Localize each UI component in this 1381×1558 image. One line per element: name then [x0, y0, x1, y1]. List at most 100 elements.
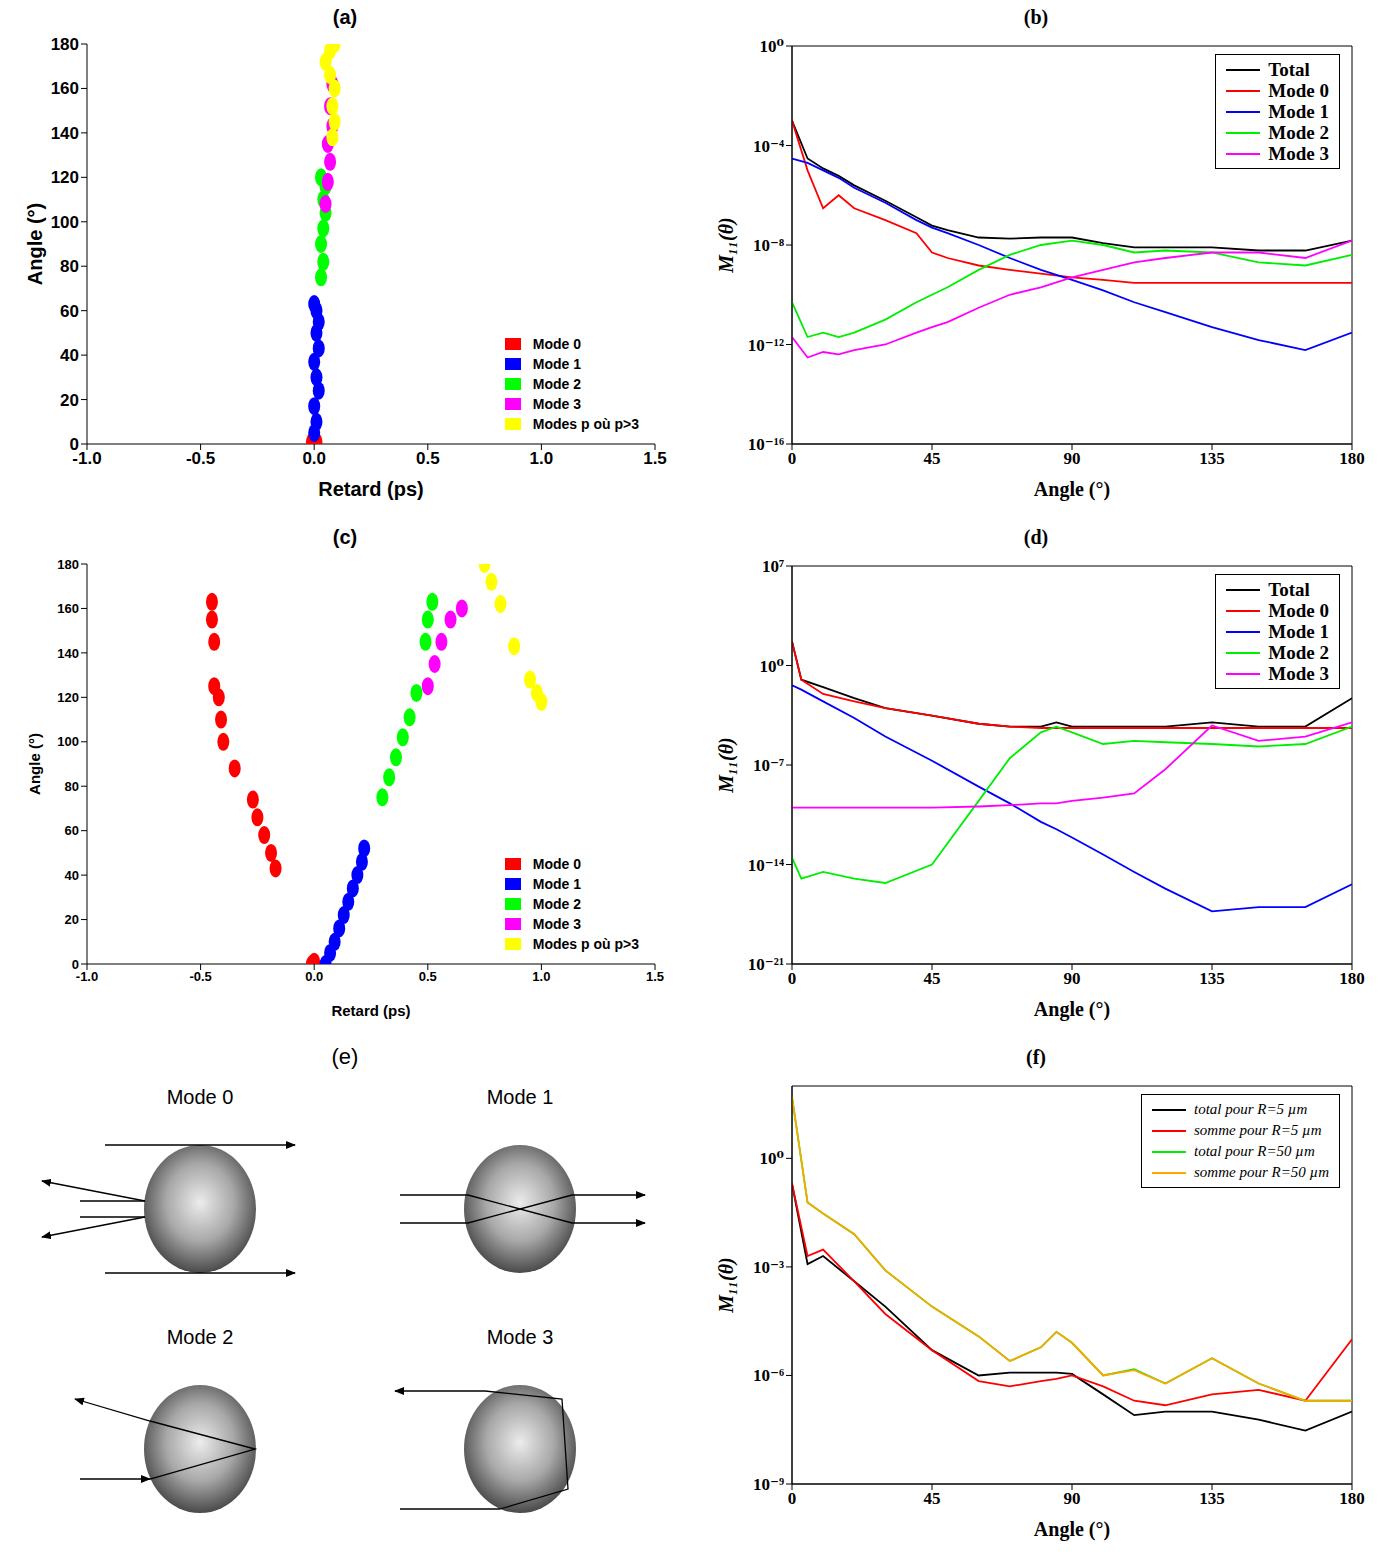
svg-text:180: 180 — [1339, 449, 1365, 468]
svg-text:0: 0 — [788, 969, 797, 988]
svg-text:100: 100 — [51, 213, 79, 232]
html-text:(e): (e) — [331, 1044, 359, 1069]
svg-text:0: 0 — [788, 1489, 797, 1508]
html-text:Mode 1: Mode 1 — [532, 356, 581, 372]
html-text:Mode 2: Mode 2 — [532, 376, 581, 392]
svg-text:10⁻⁴: 10⁻⁴ — [753, 137, 784, 156]
svg-text:0: 0 — [72, 957, 79, 972]
svg-text:Mode 2: Mode 2 — [167, 1326, 234, 1348]
svg-text:60: 60 — [60, 302, 79, 321]
svg-text:10⁻¹²: 10⁻¹² — [748, 336, 784, 355]
html-text:(a): (a) — [332, 6, 358, 28]
svg-text:0: 0 — [70, 435, 79, 454]
svg-text:-1.0: -1.0 — [72, 449, 102, 469]
svg-text:135: 135 — [1199, 1489, 1225, 1508]
svg-text:10⁻¹⁶: 10⁻¹⁶ — [748, 435, 784, 454]
svg-text:Mode 1: Mode 1 — [487, 1086, 554, 1108]
html-text:Mode 0: Mode 0 — [1268, 79, 1329, 101]
svg-text:Retard (ps): Retard (ps) — [331, 1002, 410, 1019]
svg-text:1.5: 1.5 — [643, 449, 667, 468]
svg-text:160: 160 — [51, 79, 79, 98]
svg-text:1.0: 1.0 — [532, 969, 550, 984]
svg-text:Angle (°): Angle (°) — [1034, 998, 1110, 1021]
svg-text:45: 45 — [924, 969, 941, 988]
svg-text:M₁₁(θ): M₁₁(θ) — [715, 217, 738, 273]
html-text:Mode 3: Mode 3 — [1268, 142, 1329, 164]
svg-text:80: 80 — [60, 257, 79, 276]
html-text:Mode 2: Mode 2 — [1268, 121, 1329, 143]
svg-text:Mode 0: Mode 0 — [167, 1086, 234, 1108]
svg-text:Retard (ps): Retard (ps) — [318, 478, 424, 500]
svg-text:120: 120 — [51, 168, 79, 187]
svg-text:160: 160 — [57, 601, 79, 616]
svg-text:Angle (°): Angle (°) — [24, 203, 46, 285]
svg-text:120: 120 — [57, 690, 79, 705]
html-text:Total: Total — [1268, 58, 1310, 80]
svg-text:135: 135 — [1199, 449, 1225, 468]
html-text:Mode 1: Mode 1 — [532, 876, 581, 892]
svg-text:10⁻³: 10⁻³ — [753, 1258, 784, 1277]
svg-text:20: 20 — [65, 912, 79, 927]
svg-text:0.0: 0.0 — [305, 969, 323, 984]
html-text:Mode 2: Mode 2 — [532, 896, 581, 912]
svg-text:20: 20 — [60, 391, 79, 410]
svg-text:10⁷: 10⁷ — [762, 557, 784, 576]
html-text:Modes p où p>3: Modes p où p>3 — [532, 416, 639, 432]
svg-text:Angle (°): Angle (°) — [1034, 478, 1110, 501]
svg-text:Angle (°): Angle (°) — [1034, 1518, 1110, 1541]
svg-text:Mode 3: Mode 3 — [487, 1326, 554, 1348]
html-text:Mode 3: Mode 3 — [532, 396, 581, 412]
svg-text:10⁰: 10⁰ — [760, 1149, 784, 1168]
svg-text:0.0: 0.0 — [302, 449, 326, 468]
svg-text:10⁻⁶: 10⁻⁶ — [753, 1366, 784, 1385]
svg-text:10⁻¹⁴: 10⁻¹⁴ — [748, 856, 784, 875]
html-text:Total: Total — [1268, 578, 1310, 600]
html-text:(c): (c) — [332, 526, 358, 548]
svg-text:M₁₁(θ): M₁₁(θ) — [715, 1257, 738, 1313]
svg-text:0: 0 — [788, 449, 797, 468]
svg-text:-1.0: -1.0 — [76, 969, 98, 984]
html-text:Mode 1: Mode 1 — [1268, 620, 1329, 642]
svg-text:180: 180 — [1339, 969, 1365, 988]
html-text:Mode 0: Mode 0 — [1268, 599, 1329, 621]
svg-text:10⁻²¹: 10⁻²¹ — [748, 955, 784, 974]
html-text:(f): (f) — [1026, 1046, 1046, 1068]
svg-text:10⁻⁹: 10⁻⁹ — [753, 1475, 784, 1494]
svg-text:180: 180 — [1339, 1489, 1365, 1508]
svg-text:90: 90 — [1064, 969, 1081, 988]
svg-text:10⁻⁸: 10⁻⁸ — [753, 236, 784, 255]
svg-text:80: 80 — [65, 779, 79, 794]
svg-text:0.5: 0.5 — [416, 449, 440, 468]
svg-text:1.0: 1.0 — [530, 449, 554, 468]
html-text:Mode 0: Mode 0 — [532, 336, 581, 352]
svg-text:0.5: 0.5 — [419, 969, 437, 984]
svg-text:40: 40 — [60, 346, 79, 365]
svg-text:Angle (°): Angle (°) — [26, 733, 43, 795]
svg-text:45: 45 — [924, 1489, 941, 1508]
svg-text:140: 140 — [51, 124, 79, 143]
html-text:Mode 3: Mode 3 — [1268, 662, 1329, 684]
html-text:(d): (d) — [1023, 526, 1049, 548]
html-text:Mode 2: Mode 2 — [1268, 641, 1329, 663]
html-text:Mode 0: Mode 0 — [532, 856, 581, 872]
html-text:Mode 3: Mode 3 — [532, 916, 581, 932]
svg-text:10⁻⁷: 10⁻⁷ — [753, 756, 784, 775]
svg-text:10⁰: 10⁰ — [760, 657, 784, 676]
svg-text:100: 100 — [57, 734, 79, 749]
svg-text:10⁰: 10⁰ — [760, 37, 784, 56]
svg-text:1.5: 1.5 — [646, 969, 664, 984]
svg-text:-0.5: -0.5 — [186, 449, 215, 468]
svg-text:M₁₁(θ): M₁₁(θ) — [715, 737, 738, 793]
svg-text:90: 90 — [1064, 449, 1081, 468]
svg-text:60: 60 — [65, 823, 79, 838]
html-text:(b): (b) — [1023, 6, 1049, 28]
svg-text:140: 140 — [57, 646, 79, 661]
svg-text:135: 135 — [1199, 969, 1225, 988]
svg-text:-0.5: -0.5 — [189, 969, 211, 984]
svg-text:90: 90 — [1064, 1489, 1081, 1508]
html-text:Mode 1: Mode 1 — [1268, 100, 1329, 122]
svg-text:45: 45 — [924, 449, 941, 468]
svg-text:180: 180 — [57, 557, 79, 572]
svg-text:180: 180 — [51, 35, 79, 54]
svg-text:40: 40 — [65, 868, 79, 883]
